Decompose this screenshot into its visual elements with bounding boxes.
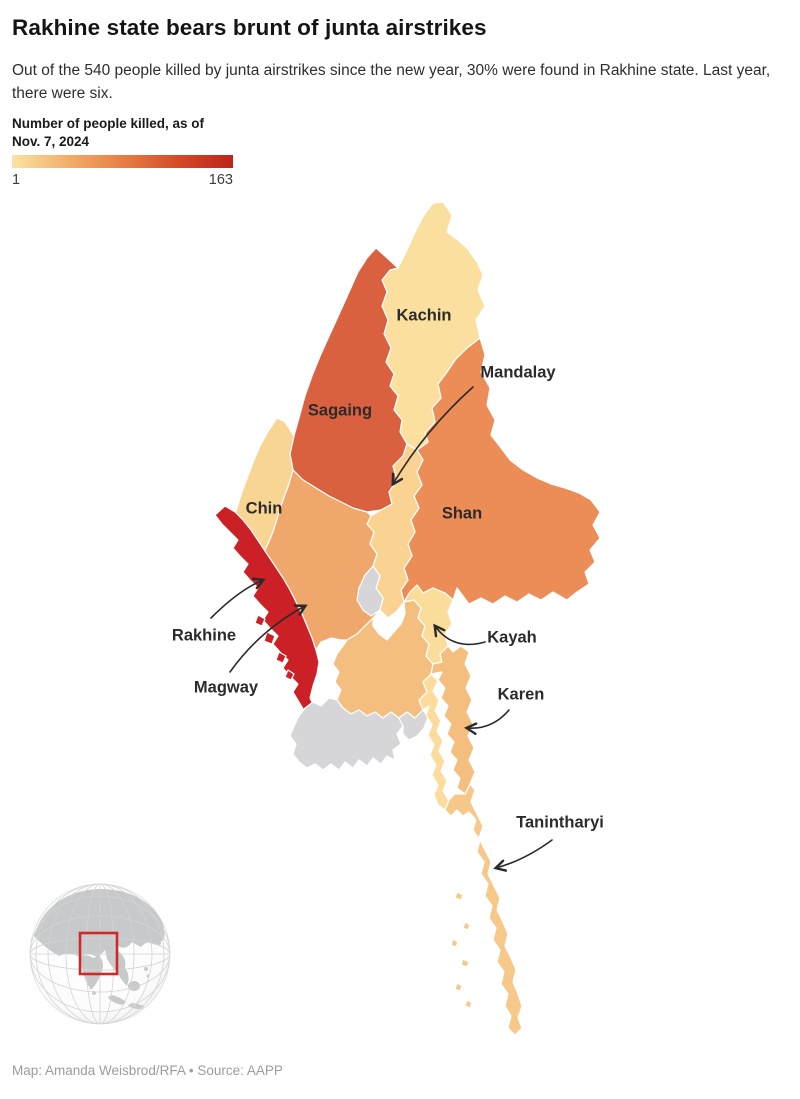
locator-box <box>78 931 119 976</box>
globe-graticule <box>30 884 170 1024</box>
map-label-shan: Shan <box>441 504 483 523</box>
page-title: Rakhine state bears brunt of junta airst… <box>12 15 487 40</box>
region-tanintharyi <box>444 783 523 1036</box>
tanintharyi-arrow <box>493 839 553 872</box>
legend-title-line2: Nov. 7, 2024 <box>12 133 90 149</box>
map-label-magway: Magway <box>193 678 259 697</box>
map-label-rakhine: Rakhine <box>171 626 237 645</box>
region-mandalay <box>366 443 424 619</box>
map-label-sagaing: Sagaing <box>307 401 373 420</box>
legend-title-line1: Number of people killed, as of <box>12 116 205 131</box>
region-rakhine-islands <box>254 614 295 681</box>
mandalay-arrow <box>391 386 474 487</box>
karen-arrow <box>464 709 510 736</box>
region-ayeyarwady <box>289 697 404 771</box>
map-label-tanintharyi: Tanintharyi <box>516 813 604 832</box>
map-label-chin: Chin <box>245 499 283 518</box>
region-tanintharyi-islands <box>450 891 473 1009</box>
magway-arrow <box>229 604 308 673</box>
map-label-karen: Karen <box>497 685 545 704</box>
globe-locator-inset <box>29 883 171 1025</box>
myanmar-choropleth-map <box>210 201 601 1036</box>
map-label-kachin: Kachin <box>396 306 452 325</box>
legend-min-label: 1 <box>12 172 21 188</box>
legend-gradient-bar <box>12 155 233 168</box>
kayah-arrow <box>433 623 486 646</box>
legend-scale: 1 163 <box>12 172 233 188</box>
page-subtitle: Out of the 540 people killed by junta ai… <box>12 62 771 102</box>
source-credit: Map: Amanda Weisbrod/RFA • Source: AAPP <box>12 1063 283 1078</box>
map-label-mandalay: Mandalay <box>480 363 556 382</box>
region-yangon <box>398 709 429 741</box>
rakhine-arrow <box>210 577 266 619</box>
region-rakhine <box>214 505 320 719</box>
legend-max-label: 163 <box>208 172 233 188</box>
region-naypyidaw <box>356 565 384 617</box>
map-label-kayah: Kayah <box>487 628 537 647</box>
legend-title: Number of people killed, as of Nov. 7, 2… <box>12 115 204 150</box>
